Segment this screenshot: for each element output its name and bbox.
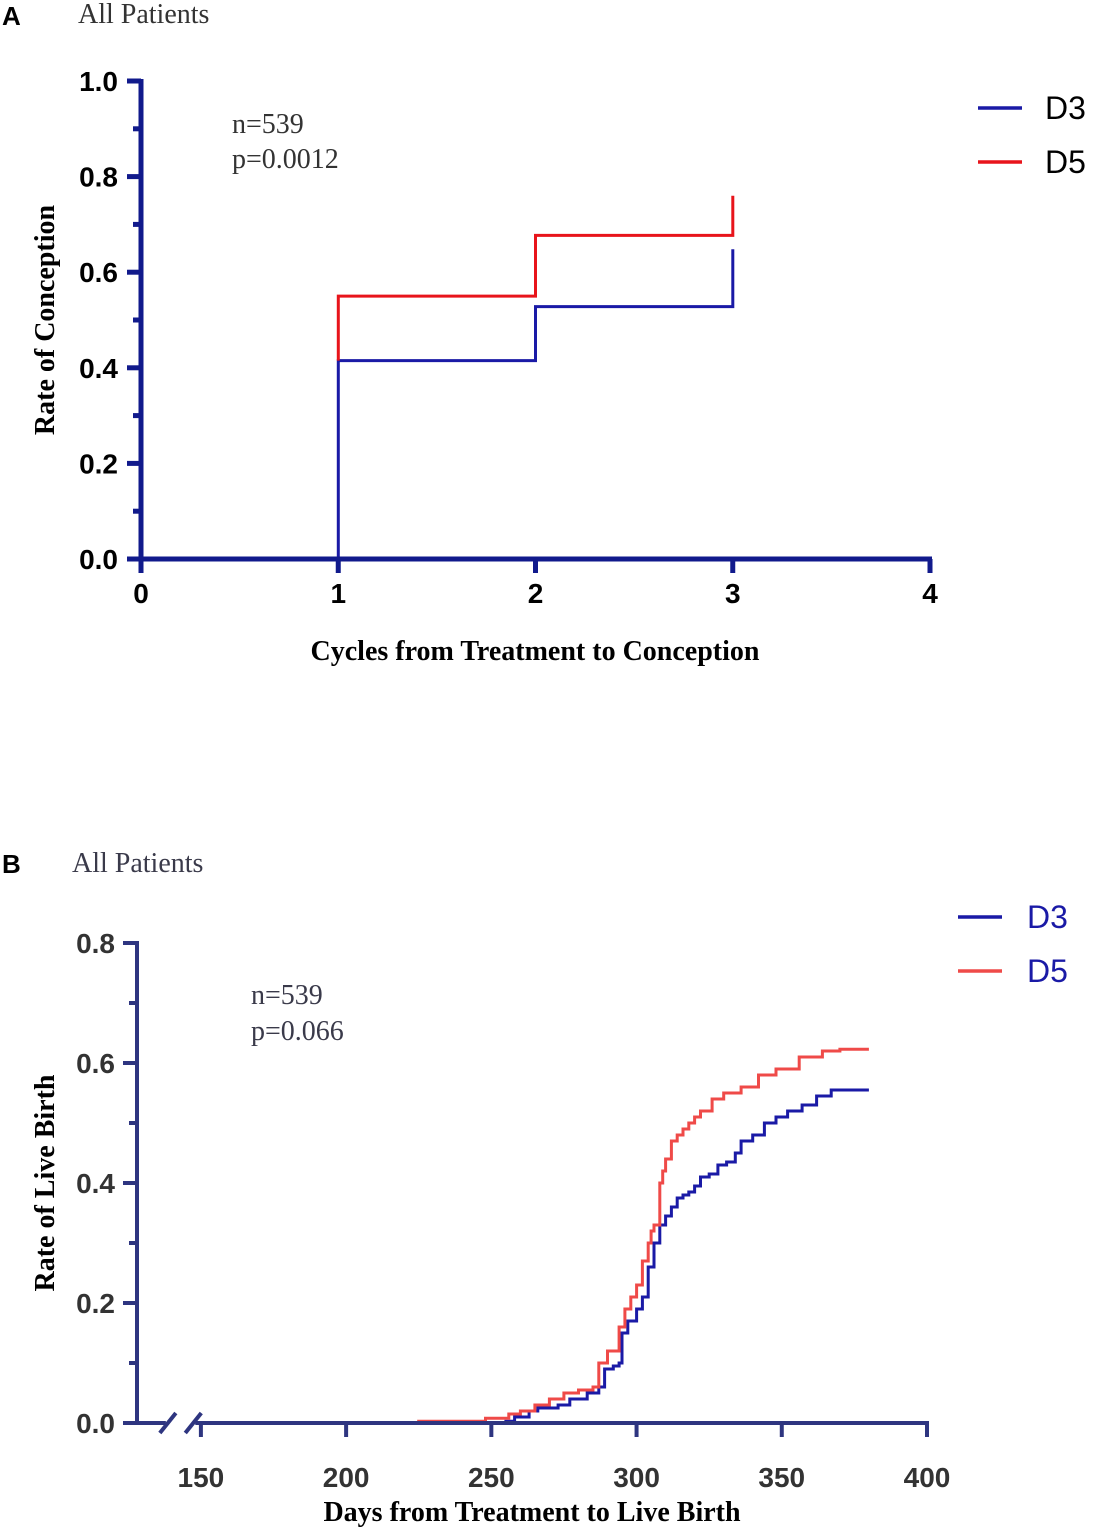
x-tick-label: 350 [758, 1462, 805, 1493]
y-tick-label: 1.0 [79, 66, 118, 97]
y-tick-label: 0.4 [76, 1168, 115, 1199]
y-tick-label: 0.6 [79, 257, 118, 288]
x-tick-label: 250 [468, 1462, 515, 1493]
axis-break-gap [165, 1417, 196, 1429]
legend-b-d5-label: D5 [1027, 953, 1068, 989]
legend-a-d3-label: D3 [1045, 90, 1086, 126]
y-tick-label: 0.2 [79, 448, 118, 479]
panel-a-annotation-p: p=0.0012 [232, 144, 339, 175]
panel-a-axes [127, 78, 933, 573]
panel-b-letter: B [2, 849, 21, 879]
x-tick-label: 150 [178, 1462, 225, 1493]
panel-a-title: All Patients [78, 0, 209, 30]
panel-b-series [137, 1047, 869, 1425]
panel-b-annotation-n: n=539 [251, 980, 323, 1011]
panel-b-legend: D3 D5 [958, 899, 1068, 989]
x-tick-label: 300 [613, 1462, 660, 1493]
y-tick-label: 0.8 [79, 162, 118, 193]
panel-a-y-tick-labels: 0.0 0.2 0.4 0.6 0.8 1.0 [79, 66, 118, 575]
panel-b-x-axis-title: Days from Treatment to Live Birth [323, 1497, 741, 1528]
panel-a-annotation-n: n=539 [232, 109, 304, 140]
panel-b-y-axis-title: Rate of Live Birth [30, 1074, 61, 1291]
panel-b-axes [123, 941, 929, 1437]
series-line-d5 [137, 1047, 869, 1425]
panel-b-title: All Patients [72, 848, 203, 879]
legend-b-d3-label: D3 [1027, 899, 1068, 935]
panel-a-letter: A [2, 1, 21, 31]
x-tick-label: 1 [330, 578, 346, 609]
panel-b-y-tick-labels: 0.0 0.2 0.4 0.6 0.8 [76, 928, 115, 1439]
panel-a-x-axis-title: Cycles from Treatment to Conception [311, 636, 760, 667]
panel-a-x-tick-labels: 0 1 2 3 4 [133, 578, 938, 609]
x-tick-label: 3 [725, 578, 741, 609]
y-tick-label: 0.8 [76, 928, 115, 959]
series-line-d3 [137, 1088, 869, 1425]
panel-a-legend: D3 D5 [978, 90, 1086, 180]
panel-b-x-tick-labels: 150 200 250 300 350 400 [178, 1462, 951, 1493]
series-line-d5 [336, 195, 735, 361]
y-tick-label: 0.2 [76, 1288, 115, 1319]
y-tick-label: 0.4 [79, 353, 118, 384]
x-tick-label: 200 [323, 1462, 370, 1493]
axis-break-mark [158, 1411, 178, 1435]
panel-b: B All Patients 0.0 0.2 0.4 0.6 0.8 150 200 250… [2, 848, 1068, 1528]
panel-a-series [141, 195, 735, 561]
y-tick-label: 0.0 [76, 1408, 115, 1439]
x-tick-label: 2 [528, 578, 544, 609]
x-tick-label: 400 [904, 1462, 951, 1493]
x-tick-label: 0 [133, 578, 149, 609]
y-tick-label: 0.6 [76, 1048, 115, 1079]
panel-b-annotation-p: p=0.066 [251, 1016, 344, 1047]
axis-break-mark [183, 1411, 203, 1435]
legend-a-d5-label: D5 [1045, 144, 1086, 180]
x-tick-label: 4 [922, 578, 938, 609]
panel-a-y-axis-title: Rate of Conception [30, 204, 61, 435]
y-tick-label: 0.0 [79, 544, 118, 575]
